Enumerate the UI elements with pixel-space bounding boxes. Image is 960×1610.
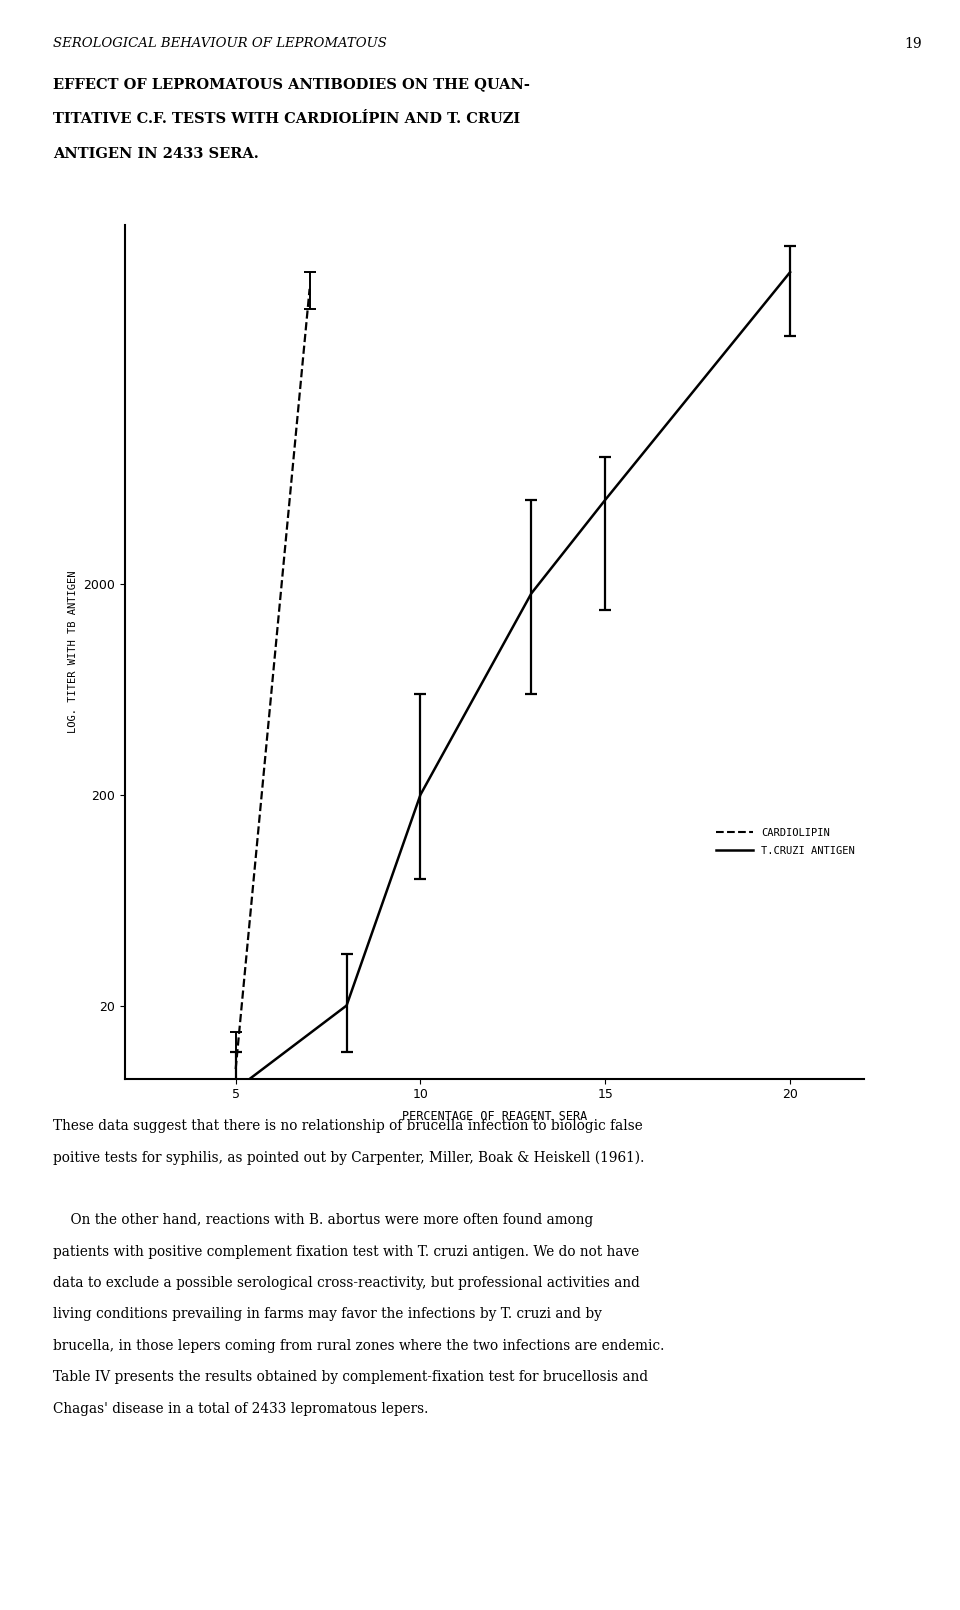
Text: EFFECT OF LEPROMATOUS ANTIBODIES ON THE QUAN-: EFFECT OF LEPROMATOUS ANTIBODIES ON THE … [53,77,530,92]
Text: SEROLOGICAL BEHAVIOUR OF LEPROMATOUS: SEROLOGICAL BEHAVIOUR OF LEPROMATOUS [53,37,387,50]
Text: 19: 19 [904,37,922,52]
Text: data to exclude a possible serological cross-reactivity, but professional activi: data to exclude a possible serological c… [53,1275,639,1290]
Text: brucella, in those lepers coming from rural zones where the two infections are e: brucella, in those lepers coming from ru… [53,1340,664,1352]
Text: TITATIVE C.F. TESTS WITH CARDIOLÍPIN AND T. CRUZI: TITATIVE C.F. TESTS WITH CARDIOLÍPIN AND… [53,113,520,126]
Text: These data suggest that there is no relationship of brucella infection to biolog: These data suggest that there is no rela… [53,1119,642,1133]
Text: patients with positive complement fixation test with T. cruzi antigen. We do not: patients with positive complement fixati… [53,1245,639,1259]
Text: living conditions prevailing in farms may favor the infections by T. cruzi and b: living conditions prevailing in farms ma… [53,1307,602,1322]
Y-axis label: LOG. TITER WITH TB ANTIGEN: LOG. TITER WITH TB ANTIGEN [67,572,78,733]
Text: poitive tests for syphilis, as pointed out by Carpenter, Miller, Boak & Heiskell: poitive tests for syphilis, as pointed o… [53,1150,644,1164]
X-axis label: PERCENTAGE OF REAGENT SERA: PERCENTAGE OF REAGENT SERA [402,1109,587,1122]
Text: ANTIGEN IN 2433 SERA.: ANTIGEN IN 2433 SERA. [53,147,258,161]
Text: Table IV presents the results obtained by complement-fixation test for brucellos: Table IV presents the results obtained b… [53,1370,648,1385]
Legend: CARDIOLIPIN, T.CRUZI ANTIGEN: CARDIOLIPIN, T.CRUZI ANTIGEN [712,823,859,860]
Text: Chagas' disease in a total of 2433 lepromatous lepers.: Chagas' disease in a total of 2433 lepro… [53,1401,428,1415]
Text: On the other hand, reactions with B. abortus were more often found among: On the other hand, reactions with B. abo… [53,1214,593,1227]
